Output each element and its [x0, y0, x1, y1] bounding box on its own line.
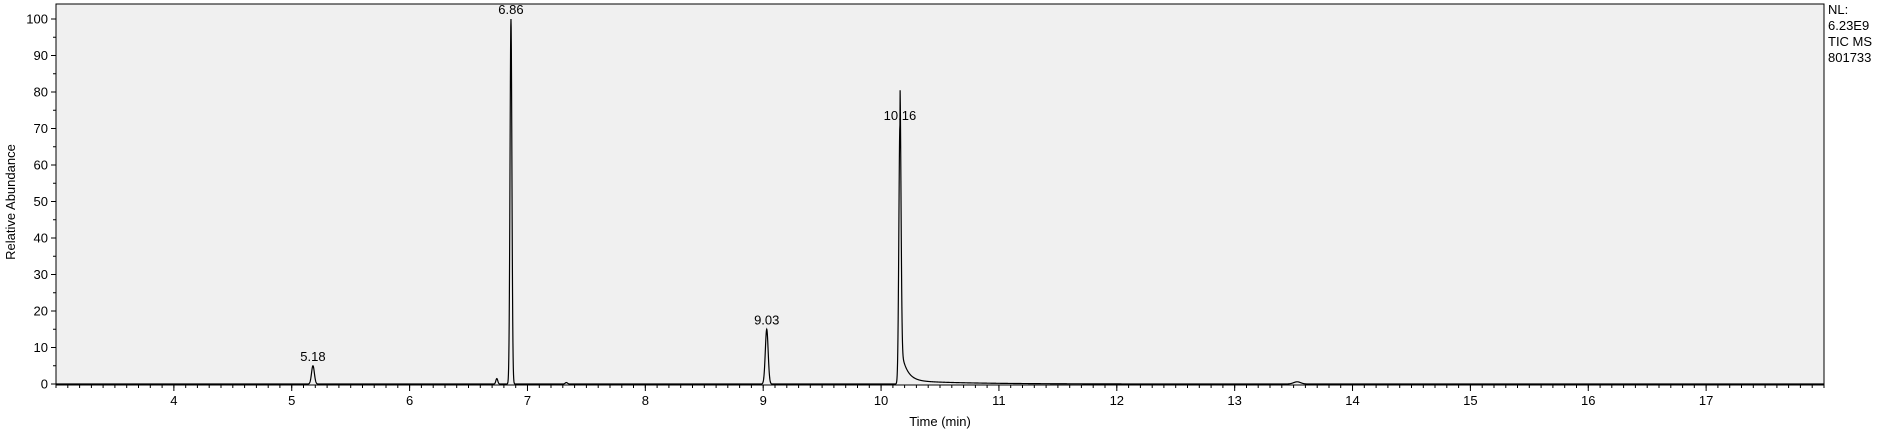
x-tick-label: 4: [170, 393, 177, 408]
y-tick-label: 40: [34, 231, 48, 246]
y-tick-label: 0: [41, 377, 48, 392]
x-tick-label: 10: [874, 393, 888, 408]
x-axis-label: Time (min): [909, 414, 971, 429]
x-tick-label: 11: [992, 393, 1006, 408]
x-tick-label: 9: [760, 393, 767, 408]
peak-labels: 5.18 6.86 9.03 10.16: [300, 2, 916, 364]
x-axis: 4 5 6 7 8 9 10 11 12 13 14 15 16 17: [170, 385, 1713, 408]
x-tick-label: 8: [642, 393, 649, 408]
x-tick-label: 14: [1345, 393, 1359, 408]
peak-label: 5.18: [300, 349, 325, 364]
x-tick-label: 6: [406, 393, 413, 408]
x-tick-label: 16: [1581, 393, 1595, 408]
x-tick-label: 15: [1463, 393, 1477, 408]
x-tick-label: 17: [1699, 393, 1713, 408]
y-tick-label: 60: [34, 158, 48, 173]
y-tick-label: 70: [34, 121, 48, 136]
y-tick-label: 80: [34, 85, 48, 100]
nl-value: 6.23E9: [1828, 18, 1870, 33]
x-tick-label: 5: [288, 393, 295, 408]
trace-type: TIC MS: [1828, 34, 1873, 49]
y-axis-label: Relative Abundance: [3, 144, 18, 260]
nl-label: NL:: [1828, 2, 1849, 17]
x-tick-label: 13: [1227, 393, 1241, 408]
y-tick-label: 10: [34, 340, 48, 355]
peak-label: 6.86: [498, 2, 523, 17]
peak-label: 9.03: [754, 312, 779, 327]
tic-trace-line: [56, 18, 1824, 385]
normalization-info: NL: 6.23E9 TIC MS 801733: [1828, 2, 1872, 66]
peak-label: 10.16: [884, 108, 917, 123]
y-axis: 0 10 20 30 40 50 60 70 80 90 100: [26, 12, 56, 392]
x-tick-label: 12: [1110, 393, 1124, 408]
file-id: 801733: [1828, 50, 1872, 65]
x-tick-label: 7: [524, 393, 531, 408]
y-tick-label: 30: [34, 267, 48, 282]
y-tick-label: 90: [34, 48, 48, 63]
y-tick-label: 20: [34, 304, 48, 319]
y-tick-label: 50: [34, 194, 48, 209]
plot-area-background: [55, 3, 1825, 386]
y-tick-label: 100: [26, 12, 48, 27]
